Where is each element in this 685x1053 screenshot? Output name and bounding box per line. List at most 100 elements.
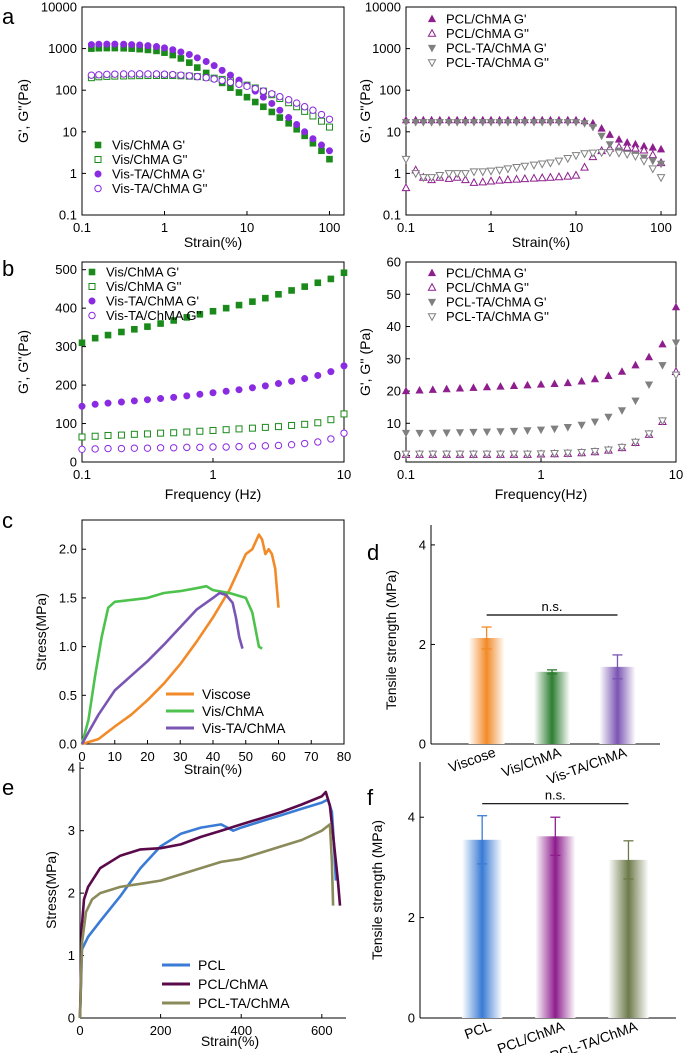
legend-label: Vis/ChMA <box>202 703 265 719</box>
y-tick-label: 100 <box>55 416 77 431</box>
data-point <box>104 444 112 453</box>
legend-label: Vis/ChMA G'' <box>106 279 182 294</box>
data-point <box>130 397 138 405</box>
x-tick-label: 10 <box>240 220 254 235</box>
data-point <box>91 400 99 408</box>
data-point <box>411 170 421 179</box>
data-point <box>157 395 165 403</box>
data-point <box>327 435 335 443</box>
data-point <box>671 339 681 348</box>
data-point <box>401 119 411 127</box>
data-point <box>91 334 99 342</box>
data-point <box>143 444 152 452</box>
data-point <box>563 378 572 387</box>
data-point <box>143 396 151 404</box>
legend-marker <box>427 28 437 37</box>
data-point <box>509 427 519 436</box>
legend-label: PCL/ChMA <box>198 976 269 992</box>
chart-c: 0.00.51.01.52.00 10 20 30 40 50 60 70 80ViscoseV… <box>33 519 351 777</box>
data-point <box>210 62 218 70</box>
data-point <box>523 450 532 459</box>
data-point <box>419 119 428 127</box>
data-point <box>235 425 243 433</box>
data-point <box>103 40 111 48</box>
x-tick-label: 10 <box>669 467 683 482</box>
data-point <box>658 362 667 370</box>
series-line-vis-ta-chma <box>80 591 244 745</box>
x-tick-label: 200 <box>150 1023 172 1038</box>
legend-label: PCL/ChMA G' <box>446 12 527 27</box>
data-point <box>325 147 333 155</box>
data-point <box>314 371 322 379</box>
data-point <box>577 376 586 385</box>
data-point <box>554 172 564 181</box>
legend-marker <box>88 283 96 290</box>
data-point <box>276 92 284 101</box>
x-tick-label: 0.1 <box>73 467 91 482</box>
data-point <box>427 119 436 127</box>
data-point <box>183 443 191 452</box>
data-point <box>157 429 165 437</box>
x-axis-label: Frequency (Hz) <box>165 486 261 502</box>
data-point <box>523 427 532 435</box>
data-point <box>314 419 322 427</box>
data-point <box>644 381 654 390</box>
legend-marker <box>94 141 102 149</box>
x-tick-label: 0 <box>78 749 85 764</box>
data-point <box>170 429 178 437</box>
data-point <box>183 428 191 436</box>
data-point <box>428 450 438 459</box>
data-point <box>577 449 587 458</box>
y-tick-label: 4 <box>419 537 426 552</box>
data-point <box>546 119 555 127</box>
data-point <box>218 76 226 85</box>
data-point <box>160 70 169 78</box>
data-point <box>130 430 138 438</box>
data-point <box>78 339 86 347</box>
data-point <box>415 429 424 438</box>
data-point <box>117 444 126 453</box>
data-point <box>648 165 658 174</box>
data-point <box>144 42 152 50</box>
legend-marker <box>88 311 96 320</box>
data-point <box>495 175 504 184</box>
y-tick-label: 3 <box>68 823 75 838</box>
data-point <box>143 430 151 438</box>
data-point <box>469 168 479 177</box>
data-point <box>170 317 177 324</box>
data-point <box>274 380 282 388</box>
legend-label: PCL/ChMA G' <box>446 266 527 281</box>
legend-marker <box>88 268 96 276</box>
data-point <box>156 444 165 452</box>
data-point <box>520 173 530 183</box>
y-tick-label: 4 <box>408 810 415 825</box>
data-point <box>78 402 86 410</box>
data-point <box>656 144 666 153</box>
y-tick-label: 0.1 <box>383 208 401 223</box>
data-point <box>340 269 348 277</box>
data-point <box>117 398 125 406</box>
y-tick-label: 60 <box>387 255 401 270</box>
data-point <box>563 119 572 127</box>
data-point <box>317 141 325 149</box>
data-point <box>622 150 632 160</box>
y-tick-label: 2.0 <box>59 542 77 557</box>
data-point <box>538 119 547 127</box>
data-point <box>293 120 301 128</box>
legend-marker <box>427 313 437 322</box>
data-point <box>226 78 235 86</box>
data-point <box>327 275 335 283</box>
data-point <box>259 87 268 95</box>
data-point <box>614 149 624 158</box>
data-point <box>509 381 519 389</box>
data-point <box>418 174 428 183</box>
data-point <box>648 143 657 151</box>
y-axis-label: Tensile strength (MPa) <box>383 570 399 710</box>
data-point <box>235 386 243 394</box>
legend-label: Vis-TA/ChMA G'' <box>106 308 202 323</box>
series-line-vis-chma <box>80 584 263 745</box>
data-point <box>563 155 573 164</box>
data-point <box>590 448 600 457</box>
data-point <box>309 106 317 114</box>
x-tick-label: 600 <box>311 1023 333 1038</box>
